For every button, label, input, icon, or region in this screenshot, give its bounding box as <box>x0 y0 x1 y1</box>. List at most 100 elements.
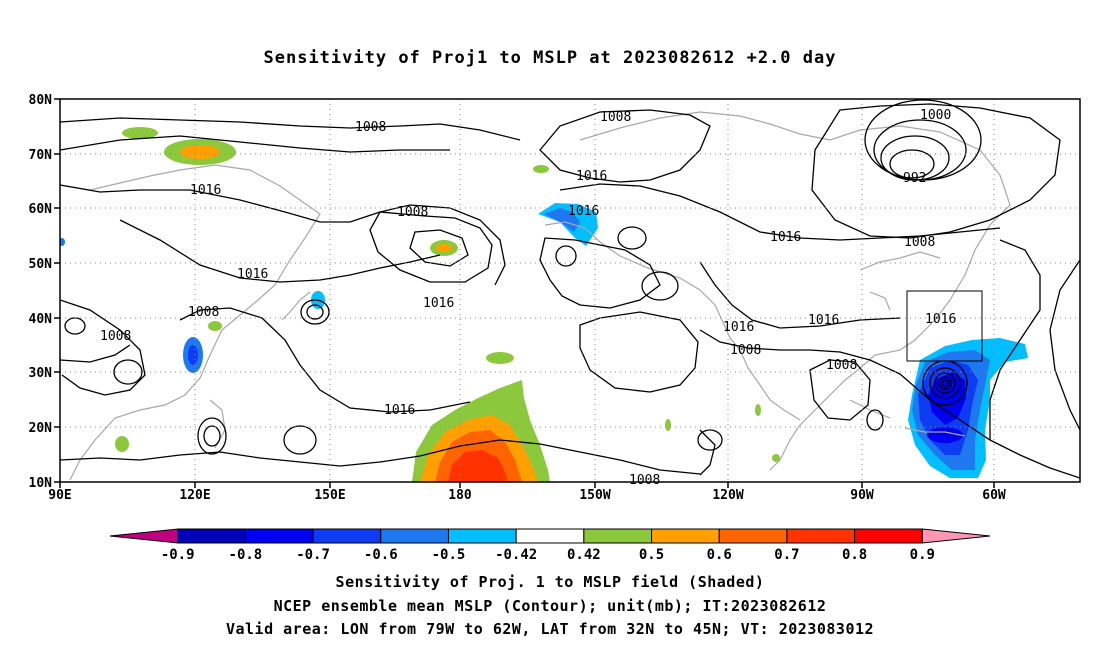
isobar <box>60 344 131 363</box>
isobar <box>880 135 950 181</box>
contour-label: 1016 <box>237 267 268 282</box>
chart-title: Sensitivity of Proj1 to MSLP at 20230826… <box>263 48 837 68</box>
coastline <box>904 427 966 437</box>
isobar <box>699 429 716 476</box>
coastline <box>544 221 801 421</box>
colorbar-tick-label: 0.42 <box>567 547 601 563</box>
colorbar-tick-label: 0.5 <box>639 547 664 563</box>
isobar <box>539 109 711 183</box>
isobar <box>369 211 493 283</box>
contour-label: 1016 <box>568 204 599 219</box>
coastline <box>859 251 941 271</box>
colorbar-swatch <box>718 528 788 544</box>
caption-contour: NCEP ensemble mean MSLP (Contour); unit(… <box>273 597 827 615</box>
contour-label: 1008 <box>730 343 761 358</box>
map-frame <box>59 98 1081 483</box>
isobar <box>119 219 441 283</box>
lat-label: 10N <box>29 476 53 491</box>
caption-shading: Sensitivity of Proj. 1 to MSLP field (Sh… <box>335 573 765 591</box>
coastlines <box>60 111 1011 481</box>
colorbar-tick-label: 0.8 <box>842 547 867 563</box>
colorbar-swatch <box>380 528 449 544</box>
lon-label: 90W <box>850 488 874 503</box>
colorbar-tick-label: -0.8 <box>229 547 263 563</box>
contour-label: 1008 <box>100 329 131 344</box>
positive-sensitivity-region <box>115 436 129 452</box>
contour-label: 1016 <box>423 296 454 311</box>
coastline <box>281 291 311 321</box>
hurricane-isobar <box>929 367 961 399</box>
contour-label: 1008 <box>629 473 660 488</box>
contour-label: 1016 <box>723 320 754 335</box>
isobar <box>60 439 701 475</box>
isobar <box>866 409 884 431</box>
colorbar-swatch <box>447 528 517 544</box>
isobar <box>699 261 901 329</box>
colorbar-tick-label: 0.7 <box>774 547 799 563</box>
valid-area-box <box>906 290 983 362</box>
isobar <box>617 226 647 250</box>
contour-label: 992 <box>903 171 926 186</box>
lat-label: 70N <box>29 148 53 163</box>
positive-sensitivity-region <box>208 321 222 331</box>
positive-sensitivity-region <box>448 450 508 482</box>
negative-sensitivity-region <box>188 345 198 365</box>
colorbar: -0.9 -0.8 -0.7 -0.6 -0.5 -0.42 0.42 0.5 0.6 0.7 0.… <box>109 528 991 563</box>
lon-label: 120E <box>179 488 210 503</box>
colorbar-tick-label: 0.6 <box>707 547 732 563</box>
positive-sensitivity-region <box>772 454 780 462</box>
colorbar-swatch <box>921 528 991 544</box>
contour-label: 1016 <box>808 313 839 328</box>
isobar <box>179 307 471 413</box>
colorbar-swatch <box>515 528 585 544</box>
colorbar-swatch <box>244 528 314 544</box>
isobar <box>579 311 699 393</box>
contour-label: 1008 <box>904 235 935 250</box>
isobar <box>306 304 324 320</box>
negative-sensitivity-region <box>544 208 580 232</box>
isobar <box>555 245 577 267</box>
positive-sensitivity-region <box>533 165 549 173</box>
isobar <box>899 373 1080 479</box>
lat-label: 80N <box>29 93 53 108</box>
isobar <box>300 299 330 325</box>
contour-label: 1000 <box>920 108 951 123</box>
hurricane-isobar <box>941 379 949 387</box>
lon-label: 150E <box>314 488 345 503</box>
lat-label: 40N <box>29 312 53 327</box>
lon-axis: 90E 120E 150E 180 150W 120W 90W 60W <box>48 488 1006 503</box>
contour-label: 1016 <box>770 230 801 245</box>
positive-sensitivity-region <box>486 352 514 364</box>
negative-sensitivity-region <box>60 238 65 246</box>
lon-label: 90E <box>48 488 71 503</box>
colorbar-swatch <box>177 528 246 544</box>
lat-axis: 80N 70N 60N 50N 40N 30N 20N 10N <box>29 93 53 491</box>
caption-valid-area: Valid area: LON from 79W to 62W, LAT fro… <box>225 620 875 638</box>
hurricane-isobar <box>938 376 952 390</box>
colorbar-tick-label: -0.7 <box>296 547 330 563</box>
colorbar-swatch <box>109 528 179 544</box>
isobar <box>60 135 450 153</box>
lat-label: 50N <box>29 257 53 272</box>
isobar <box>809 359 871 421</box>
isobar <box>409 229 469 267</box>
contour-label: 1008 <box>826 358 857 373</box>
colorbar-tick-label: -0.9 <box>161 547 195 563</box>
gridlines <box>60 99 1080 482</box>
isobar <box>811 103 1061 239</box>
lon-label: 150W <box>579 488 610 503</box>
isobar <box>64 317 86 335</box>
isobar <box>113 359 143 385</box>
isobar <box>283 425 317 455</box>
coastline <box>849 399 891 419</box>
coastline <box>60 164 321 481</box>
colorbar-tick-label: 0.9 <box>910 547 935 563</box>
colorbar-swatch <box>854 528 923 544</box>
lat-label: 20N <box>29 421 53 436</box>
isobar <box>60 184 506 286</box>
mslp-contours <box>60 99 1080 479</box>
contour-label: 1008 <box>188 305 219 320</box>
isobar <box>197 417 227 455</box>
lat-label: 30N <box>29 366 53 381</box>
isobar <box>60 299 146 396</box>
